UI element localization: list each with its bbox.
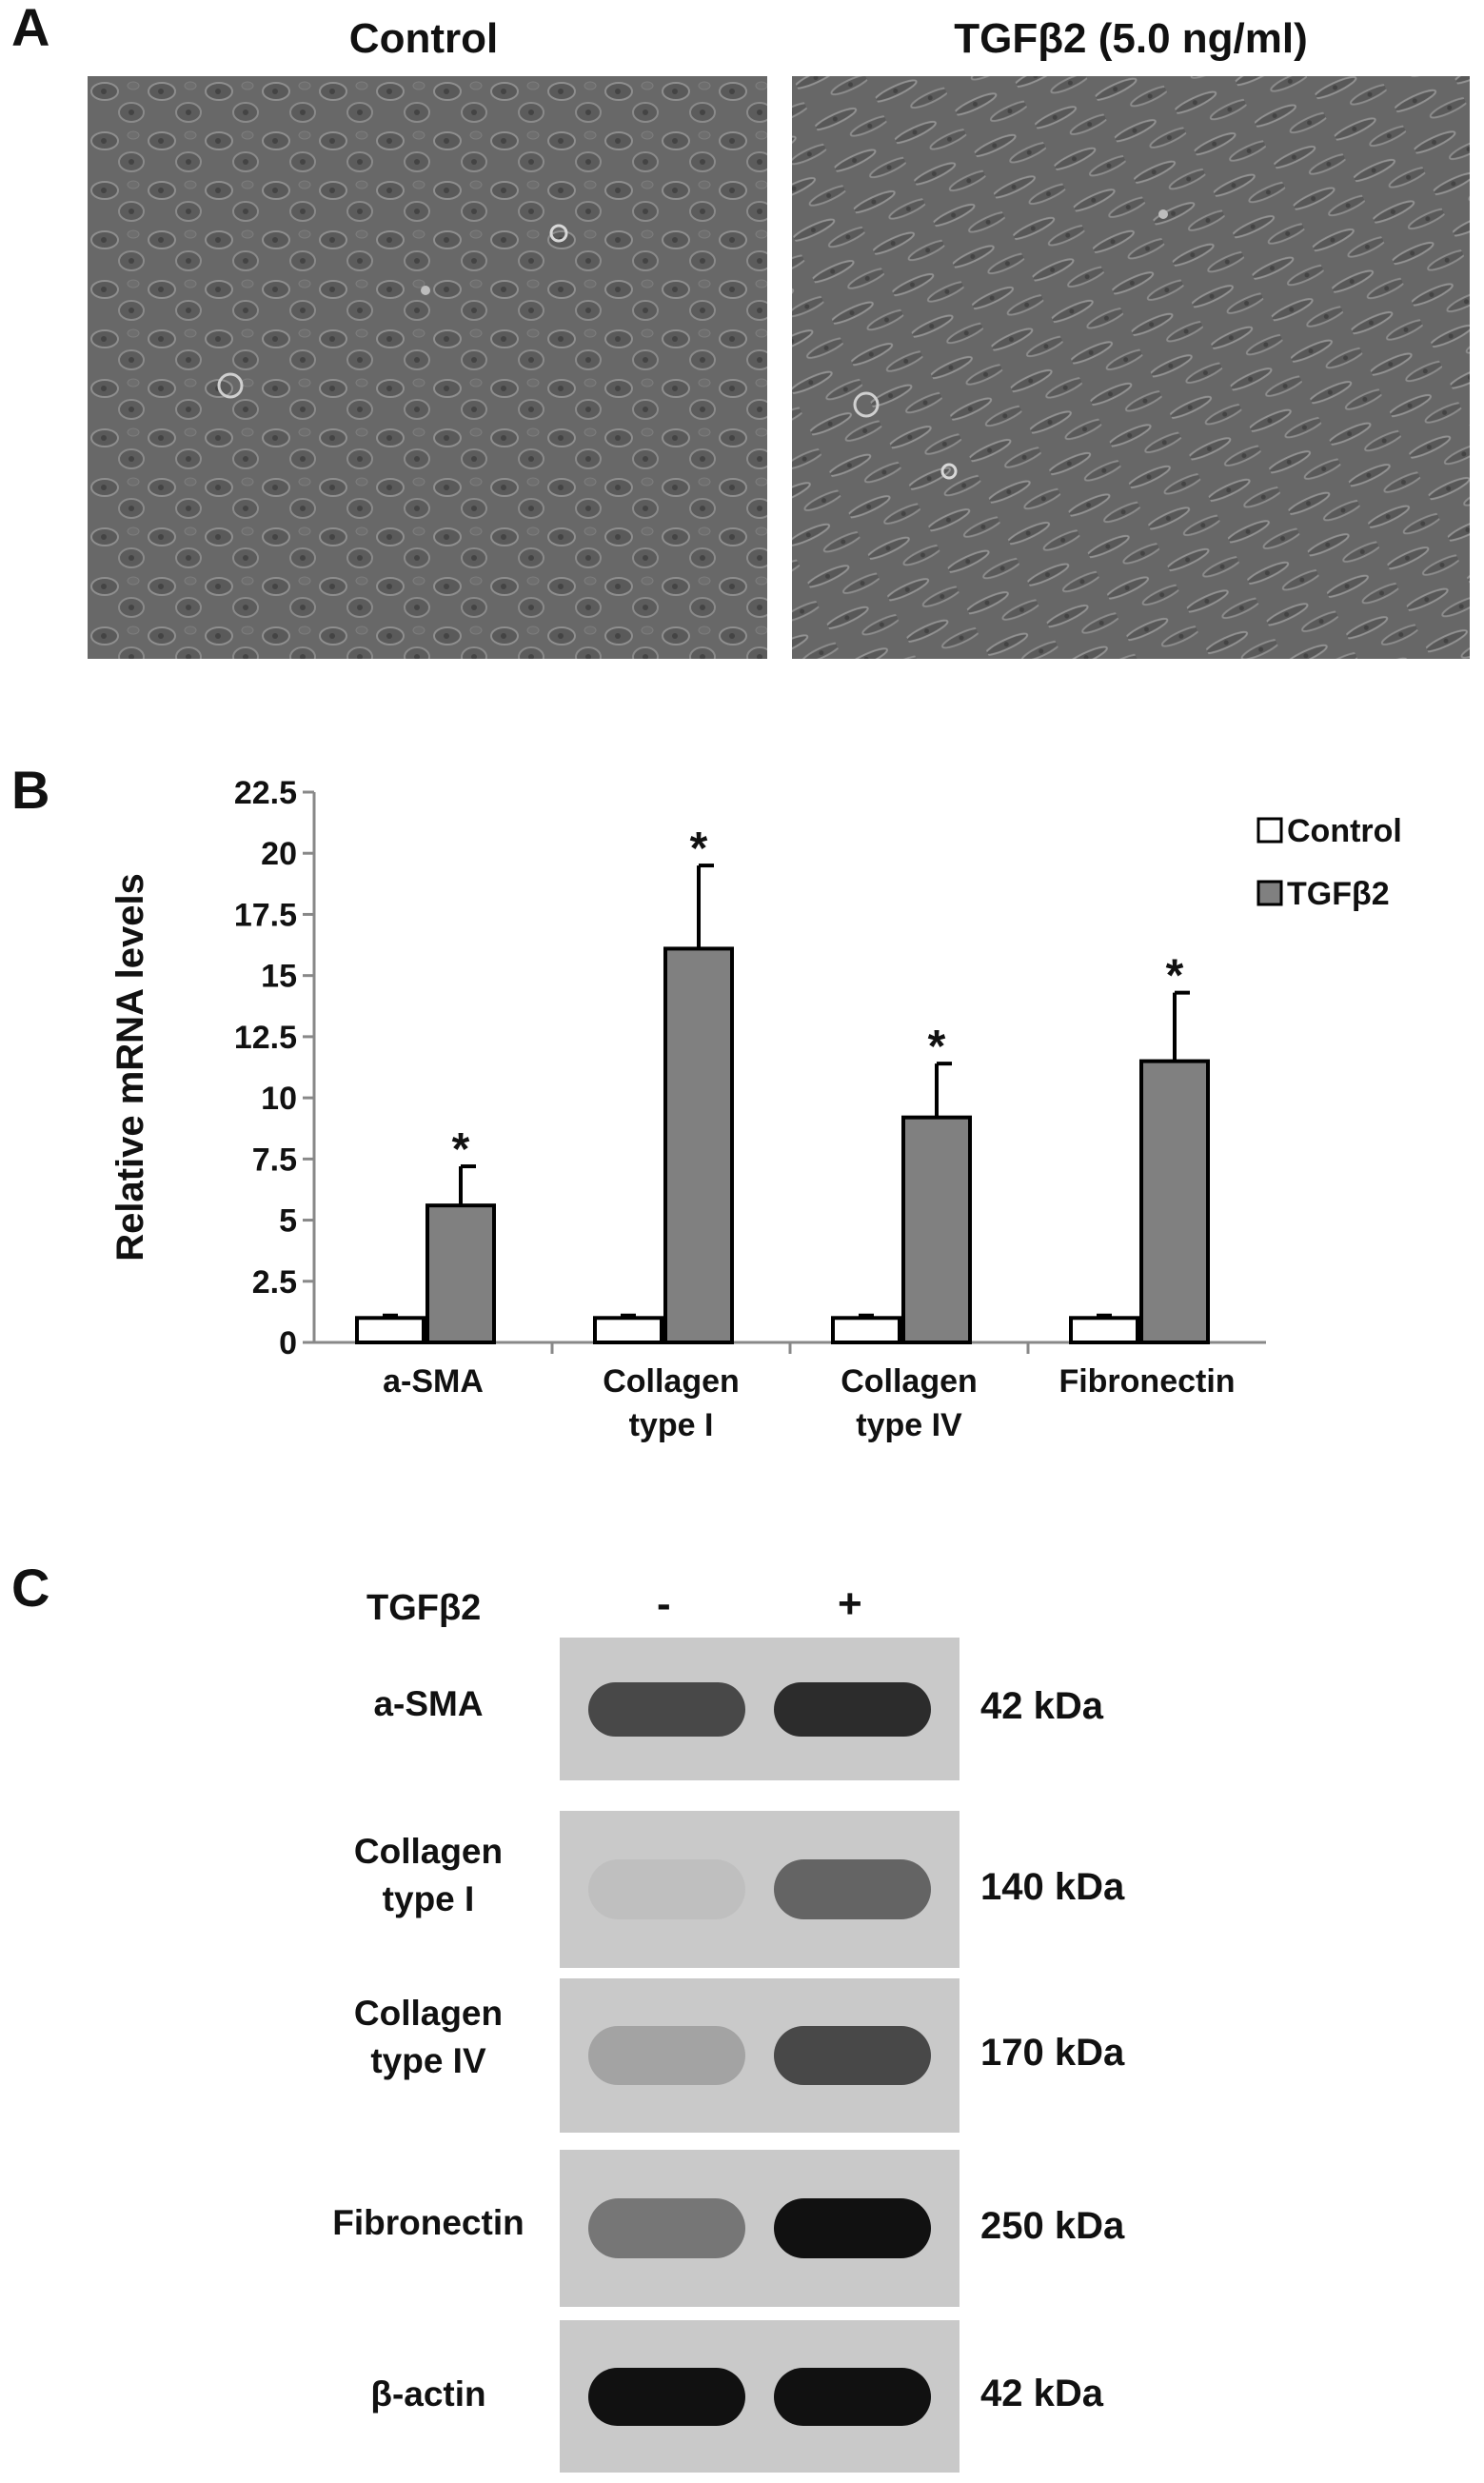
blot-kda-label: 170 kDa	[980, 2032, 1125, 2074]
control-bar	[1069, 1316, 1139, 1344]
x-category-label: Collagen	[841, 1363, 978, 1400]
blot-kda-label: 42 kDa	[980, 2373, 1103, 2414]
tgfb2-bar	[901, 1115, 972, 1345]
right-lane-band	[774, 1859, 931, 1919]
blot-protein-label: Fibronectin	[332, 2203, 524, 2242]
y-tick-label: 0	[279, 1325, 297, 1361]
significance-star: *	[928, 1022, 946, 1072]
mrna-bar-chart: 0 2.5 5 7.5 10 12.5 15 17.5 20 22.5 Relative mRNA …	[109, 775, 1402, 1443]
right-lane-band	[774, 2026, 931, 2085]
legend-label: TGFβ2	[1287, 876, 1390, 912]
y-tick-label: 2.5	[252, 1264, 297, 1301]
tgfb2-micrograph	[792, 76, 1470, 659]
tgfb2-bar	[663, 946, 734, 1345]
tgfb2-image-title: TGFβ2 (5.0 ng/ml)	[954, 15, 1308, 62]
treatment-label: TGFβ2	[366, 1588, 482, 1628]
tgfb2-bar	[1139, 1059, 1210, 1344]
control-image-title: Control	[348, 15, 499, 62]
control-bar	[355, 1316, 425, 1344]
right-lane-band	[774, 2198, 931, 2258]
lane-sign-minus: -	[657, 1580, 671, 1627]
blot-strip	[560, 1638, 960, 1780]
y-tick-label: 10	[261, 1081, 297, 1117]
right-lane-band	[774, 1682, 931, 1737]
lane-sign-plus: +	[838, 1580, 862, 1627]
y-tick-label: 20	[261, 836, 297, 872]
blot-protein-label: a-SMA	[373, 1684, 484, 1723]
left-lane-band	[588, 1682, 745, 1737]
left-lane-band	[588, 2026, 745, 2085]
y-tick-label: 5	[279, 1203, 297, 1240]
left-lane-band	[588, 1859, 745, 1919]
x-category-label: Fibronectin	[1059, 1363, 1235, 1400]
right-lane-band	[774, 2368, 931, 2426]
left-lane-band	[588, 2198, 745, 2258]
blot-kda-label: 42 kDa	[980, 1685, 1103, 1727]
tgfb2-bar	[425, 1203, 496, 1344]
control-bar	[593, 1316, 663, 1344]
legend-label: Control	[1287, 813, 1402, 849]
significance-star: *	[452, 1124, 470, 1175]
x-category-label: type IV	[856, 1407, 962, 1443]
y-tick-label: 22.5	[234, 775, 297, 811]
blot-protein-label: Collagen type I	[353, 1832, 504, 1918]
y-tick-label: 17.5	[234, 897, 297, 933]
control-bar	[831, 1316, 901, 1344]
y-axis-label: Relative mRNA levels	[109, 873, 151, 1261]
legend-swatch	[1256, 880, 1283, 906]
blot-strip	[560, 1811, 960, 1968]
blot-strip	[560, 2320, 960, 2473]
legend-swatch	[1256, 817, 1283, 844]
significance-star: *	[1166, 951, 1184, 1002]
panel-a-letter: A	[11, 0, 50, 57]
blot-strip	[560, 1978, 960, 2133]
x-category-label: a-SMA	[383, 1363, 484, 1400]
blot-kda-label: 250 kDa	[980, 2204, 1125, 2247]
panel-c-letter: C	[11, 1558, 50, 1618]
left-lane-band	[588, 2368, 745, 2426]
panel-b-letter: B	[11, 760, 50, 820]
x-category-label: Collagen	[603, 1363, 740, 1400]
blot-strip	[560, 2150, 960, 2307]
control-micrograph	[88, 76, 767, 659]
y-tick-label: 15	[261, 959, 297, 995]
blot-kda-label: 140 kDa	[980, 1865, 1125, 1908]
x-category-label: type I	[629, 1407, 714, 1443]
significance-star: *	[690, 824, 708, 874]
blot-protein-label: Collagen type IV	[353, 1994, 504, 2080]
y-tick-label: 7.5	[252, 1142, 297, 1178]
blot-protein-label: β-actin	[370, 2374, 486, 2413]
y-tick-label: 12.5	[234, 1020, 297, 1056]
